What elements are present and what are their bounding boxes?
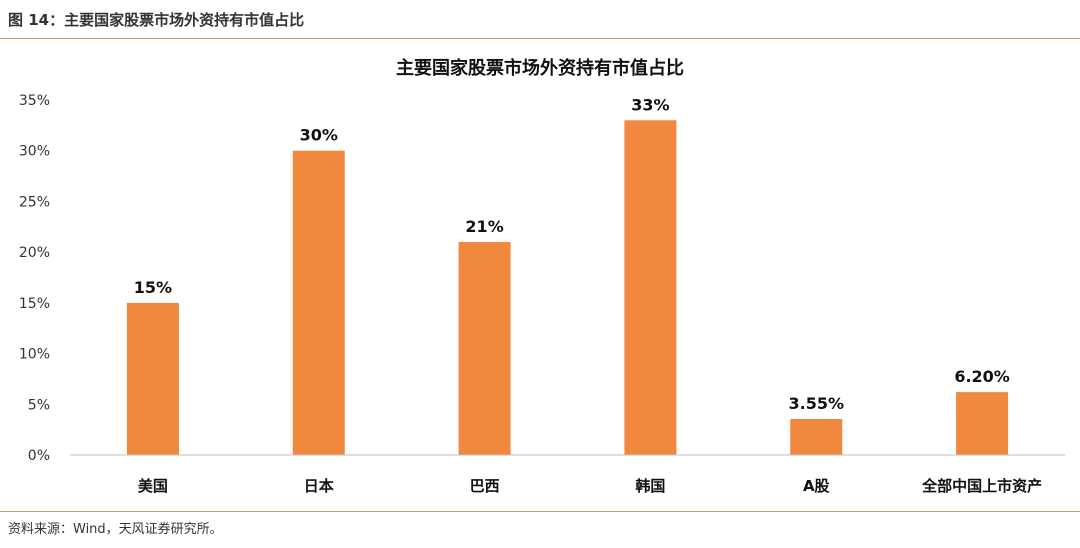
y-tick-label: 35%	[19, 93, 50, 109]
figure-caption: 图 14：主要国家股票市场外资持有市值占比	[8, 11, 305, 29]
x-tick-label: 日本	[304, 477, 334, 495]
y-tick-label: 0%	[28, 448, 50, 464]
data-label: 6.20%	[954, 367, 1010, 386]
x-tick-label: A股	[803, 477, 831, 495]
y-axis: 0% 5% 10% 15% 20% 25% 30% 35%	[19, 93, 50, 464]
y-tick-label: 5%	[28, 397, 50, 413]
data-label: 3.55%	[788, 394, 844, 413]
x-axis: 美国 日本 巴西 韩国 A股 全部中国上市资产	[70, 454, 1065, 495]
data-label: 15%	[134, 278, 172, 297]
bar	[790, 418, 843, 455]
chart-title: 主要国家股票市场外资持有市值占比	[396, 57, 684, 79]
bar	[956, 392, 1009, 455]
top-divider	[0, 38, 1080, 39]
data-label: 33%	[631, 95, 669, 114]
bars: 15% 30% 21% 33% 3.55% 6.20%	[126, 95, 1010, 456]
bottom-divider	[0, 511, 1080, 512]
x-tick-label: 全部中国上市资产	[921, 477, 1042, 495]
y-tick-label: 30%	[19, 144, 50, 160]
source-note: 资料来源：Wind，天风证券研究所。	[8, 522, 223, 537]
bar	[458, 242, 511, 455]
bar	[624, 120, 677, 456]
y-tick-label: 25%	[19, 194, 50, 210]
x-tick-label: 巴西	[470, 477, 500, 495]
y-tick-label: 10%	[19, 347, 50, 363]
bar	[292, 150, 345, 455]
bar	[126, 302, 179, 455]
y-tick-label: 15%	[19, 296, 50, 312]
bar-chart: 主要国家股票市场外资持有市值占比 0%5%10%15%20%25%30%35% …	[19, 57, 1065, 495]
y-tick-label: 20%	[19, 245, 50, 261]
x-tick-label: 美国	[138, 477, 168, 495]
x-tick-label: 韩国	[635, 477, 665, 495]
data-label: 30%	[300, 126, 338, 145]
data-label: 21%	[465, 217, 503, 236]
